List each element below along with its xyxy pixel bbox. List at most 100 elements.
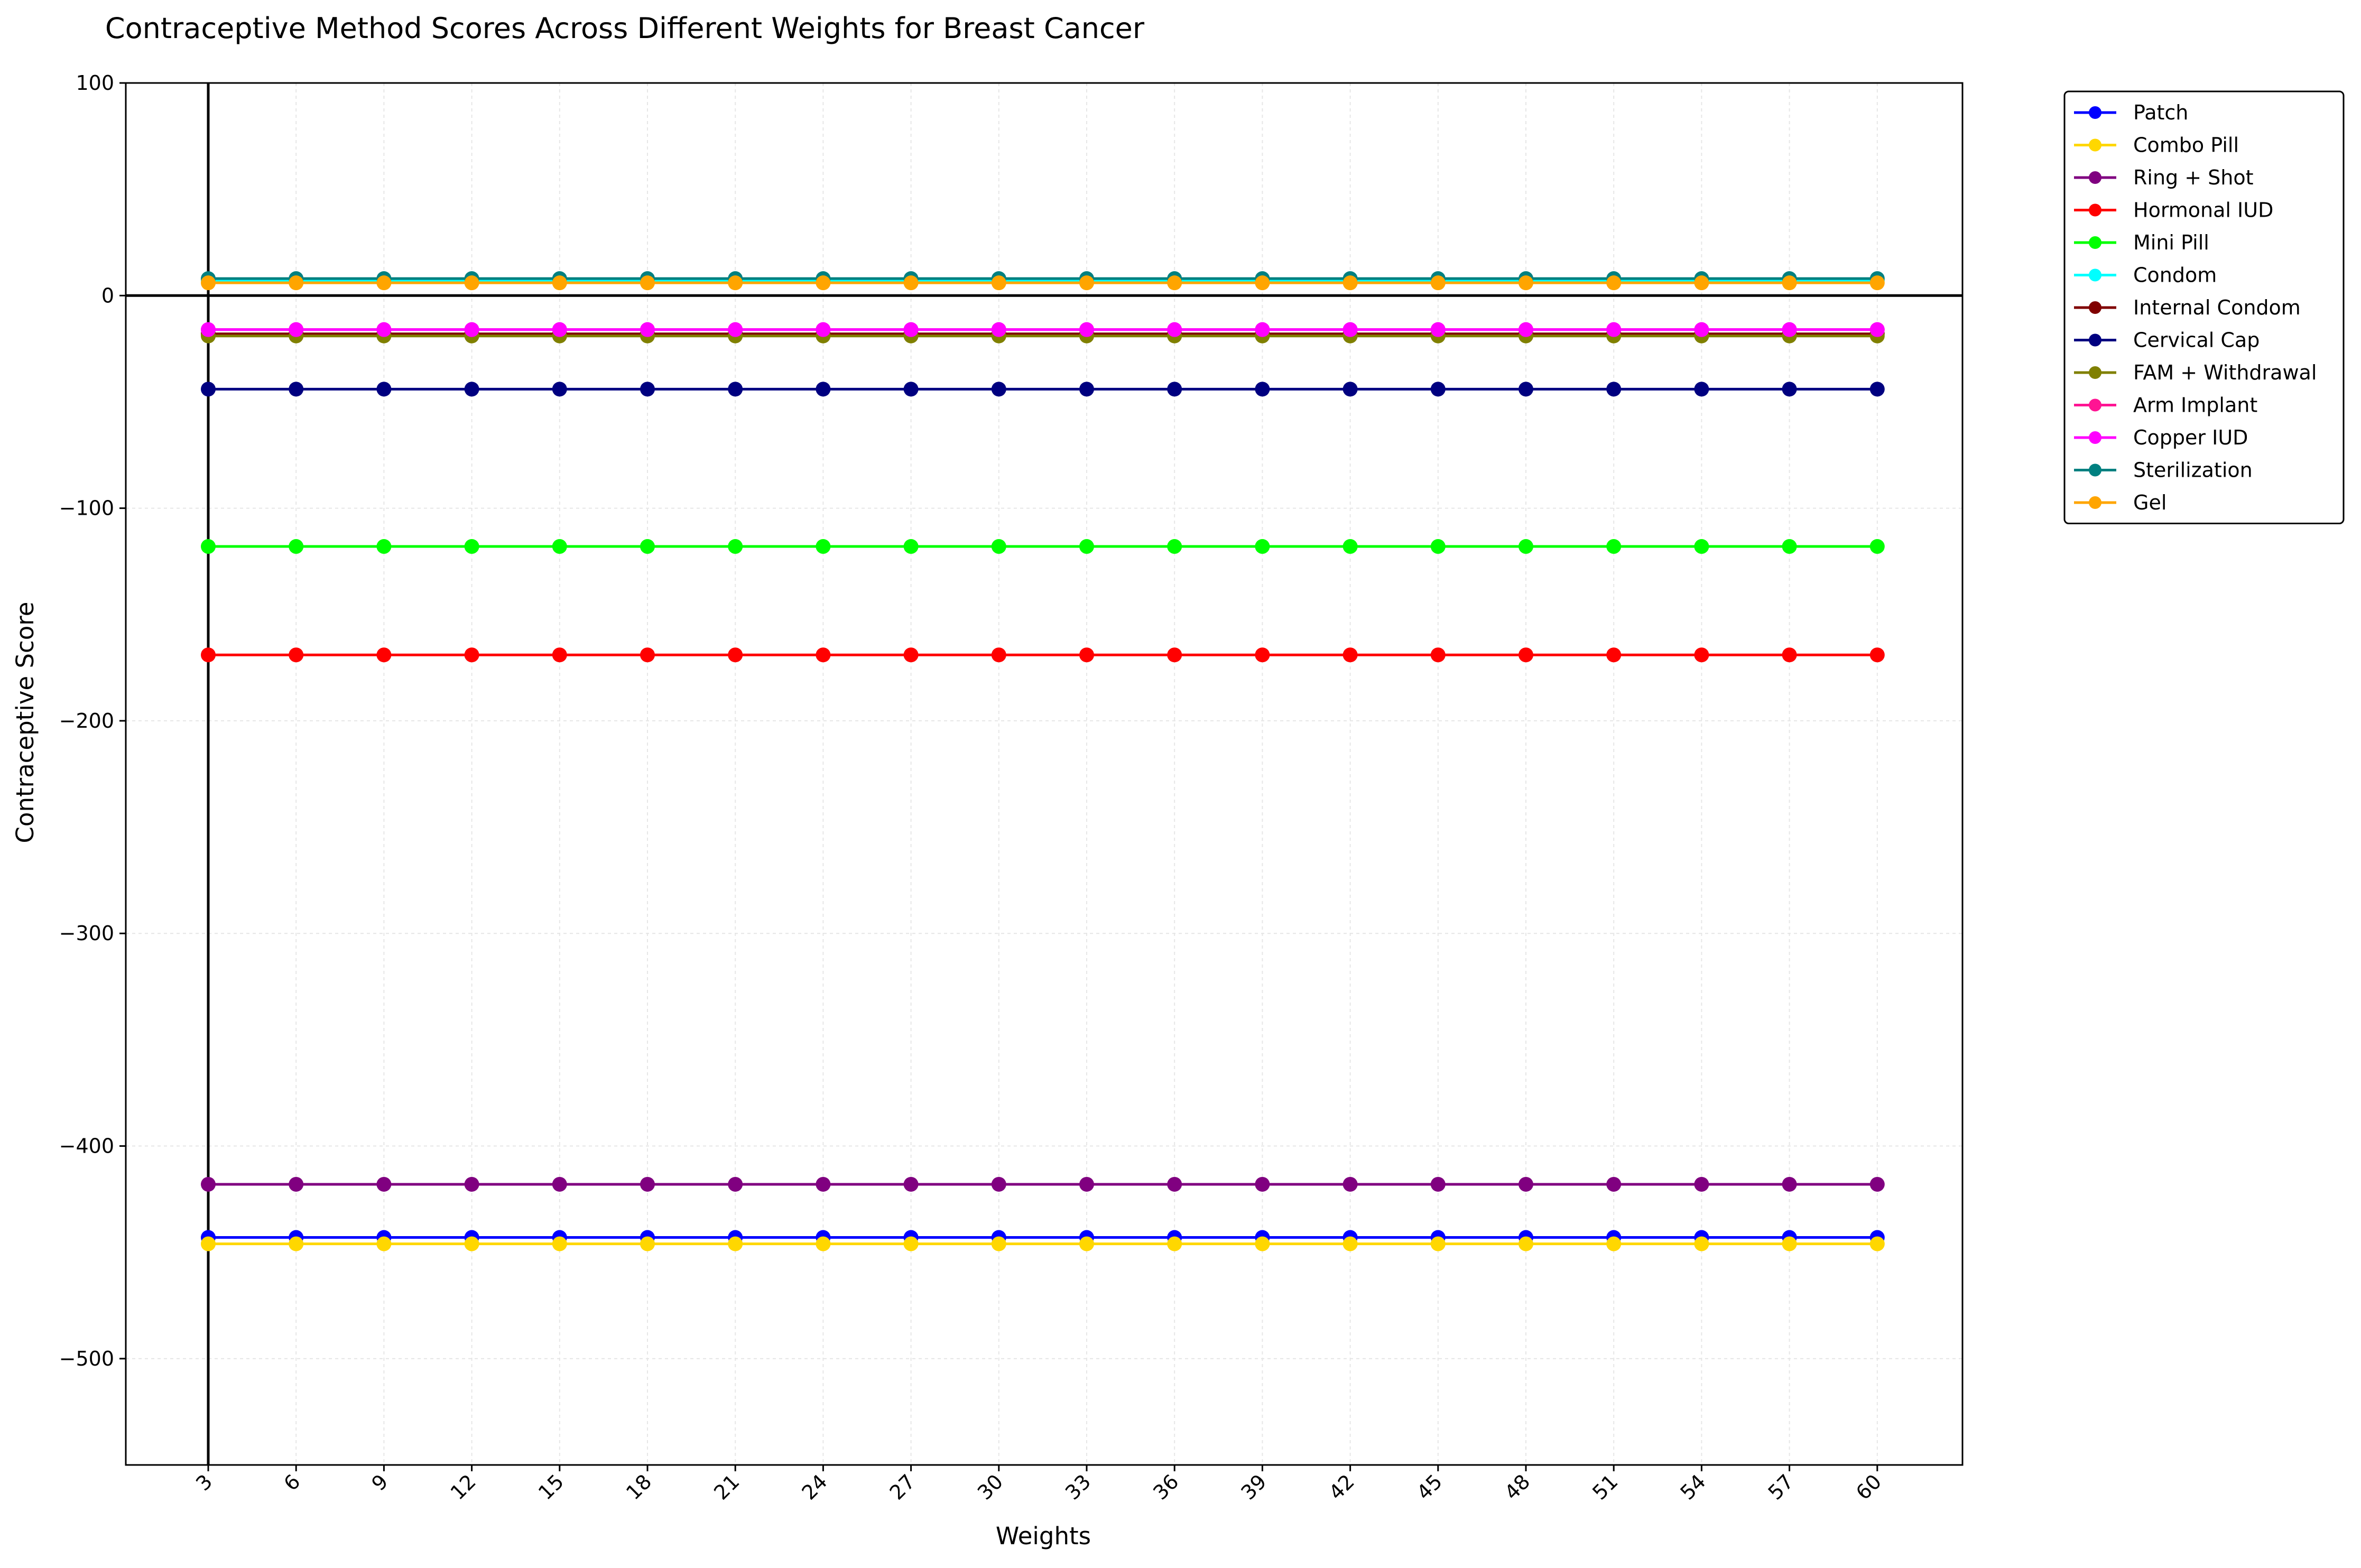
data-point bbox=[1167, 647, 1182, 663]
data-point bbox=[640, 1176, 655, 1192]
data-point bbox=[1255, 322, 1270, 337]
x-tick-label: 27 bbox=[885, 1470, 920, 1504]
data-point bbox=[1869, 1236, 1885, 1251]
data-point bbox=[552, 1236, 567, 1251]
data-point bbox=[816, 275, 831, 291]
x-tick-label: 30 bbox=[973, 1470, 1007, 1504]
data-point bbox=[1167, 1176, 1182, 1192]
legend-item: Internal Condom bbox=[2074, 296, 2301, 319]
data-point bbox=[1079, 1176, 1094, 1192]
data-point bbox=[1519, 275, 1533, 291]
data-point bbox=[552, 1176, 567, 1192]
legend-label: Internal Condom bbox=[2133, 296, 2301, 319]
x-tick-label: 6 bbox=[279, 1470, 304, 1495]
data-point bbox=[903, 322, 919, 337]
data-point bbox=[376, 647, 392, 663]
data-point bbox=[991, 1236, 1006, 1251]
data-point bbox=[552, 382, 567, 397]
data-point bbox=[640, 275, 655, 291]
data-point bbox=[1519, 1176, 1533, 1192]
legend-frame bbox=[2063, 90, 2345, 524]
data-point bbox=[1430, 1176, 1446, 1192]
data-point bbox=[464, 1176, 479, 1192]
data-point bbox=[289, 539, 304, 554]
data-point bbox=[1079, 539, 1094, 554]
x-axis-ticks: 3 6 9 12 15 18 21 24 27 30 33 36 39 42 45 48 51 54 57 60 bbox=[191, 1465, 1886, 1505]
legend-marker bbox=[2089, 496, 2101, 509]
data-point bbox=[1519, 382, 1533, 397]
x-tick-label: 12 bbox=[446, 1470, 480, 1504]
x-tick-label: 60 bbox=[1851, 1470, 1886, 1504]
data-point bbox=[728, 647, 743, 663]
legend-marker bbox=[2089, 106, 2101, 119]
legend-item: Arm Implant bbox=[2074, 394, 2257, 417]
legend-label: Ring + Shot bbox=[2133, 166, 2254, 189]
data-point bbox=[816, 539, 831, 554]
series-copper-iud bbox=[201, 322, 1885, 337]
data-point bbox=[464, 322, 479, 337]
data-point bbox=[1255, 539, 1270, 554]
data-point bbox=[464, 647, 479, 663]
data-point bbox=[728, 322, 743, 337]
legend-item: Patch bbox=[2074, 101, 2188, 124]
data-point bbox=[816, 382, 831, 397]
legend-marker bbox=[2089, 268, 2101, 282]
plot-frame bbox=[125, 82, 1964, 1466]
legend-marker bbox=[2089, 398, 2101, 412]
data-point bbox=[552, 275, 567, 291]
legend-item: Cervical Cap bbox=[2074, 329, 2260, 352]
legend-label: Combo Pill bbox=[2133, 134, 2239, 157]
series-gel bbox=[201, 275, 1885, 291]
x-tick-label: 33 bbox=[1061, 1470, 1095, 1504]
series-hormonal-iud bbox=[201, 647, 1885, 663]
y-tick-label: −500 bbox=[59, 1347, 114, 1370]
data-point bbox=[289, 322, 304, 337]
data-point bbox=[1694, 322, 1709, 337]
data-point bbox=[728, 382, 743, 397]
data-point bbox=[1342, 275, 1358, 291]
x-tick-label: 54 bbox=[1675, 1470, 1710, 1504]
legend-label: FAM + Withdrawal bbox=[2133, 361, 2317, 384]
data-point bbox=[903, 1236, 919, 1251]
x-tick-label: 45 bbox=[1412, 1470, 1447, 1504]
series-condom bbox=[201, 273, 1885, 289]
data-point bbox=[728, 275, 743, 291]
data-point bbox=[991, 1176, 1006, 1192]
data-point bbox=[201, 1176, 216, 1192]
data-point bbox=[1255, 382, 1270, 397]
data-point bbox=[1694, 1176, 1709, 1192]
series-mini-pill bbox=[201, 539, 1885, 554]
legend-marker bbox=[2089, 431, 2101, 444]
data-point bbox=[1606, 275, 1622, 291]
gridlines bbox=[126, 82, 1962, 1465]
data-point bbox=[903, 1176, 919, 1192]
data-point bbox=[1255, 1176, 1270, 1192]
legend-label: Hormonal IUD bbox=[2133, 199, 2273, 222]
data-point bbox=[1079, 275, 1094, 291]
legend-marker bbox=[2089, 171, 2101, 184]
data-point bbox=[201, 275, 216, 291]
data-point bbox=[1079, 1236, 1094, 1251]
data-point bbox=[1079, 647, 1094, 663]
legend-label: Arm Implant bbox=[2133, 394, 2257, 417]
x-tick-label: 51 bbox=[1588, 1470, 1622, 1504]
data-point bbox=[991, 275, 1006, 291]
legend-item: Combo Pill bbox=[2074, 134, 2239, 157]
data-point bbox=[816, 322, 831, 337]
x-tick-label: 24 bbox=[797, 1470, 831, 1504]
data-point bbox=[1694, 275, 1709, 291]
data-point bbox=[1869, 647, 1885, 663]
legend-label: Condom bbox=[2133, 264, 2217, 287]
data-point bbox=[1782, 647, 1797, 663]
data-point bbox=[991, 539, 1006, 554]
data-point bbox=[1869, 322, 1885, 337]
data-point bbox=[1167, 539, 1182, 554]
y-tick-label: −100 bbox=[59, 497, 114, 520]
series-combo-pill bbox=[201, 1236, 1885, 1251]
data-point bbox=[1694, 382, 1709, 397]
data-point bbox=[1167, 275, 1182, 291]
data-point bbox=[1606, 647, 1622, 663]
series-layer bbox=[201, 271, 1885, 1251]
series-cervical-cap bbox=[201, 382, 1885, 397]
x-tick-label: 39 bbox=[1236, 1470, 1271, 1504]
